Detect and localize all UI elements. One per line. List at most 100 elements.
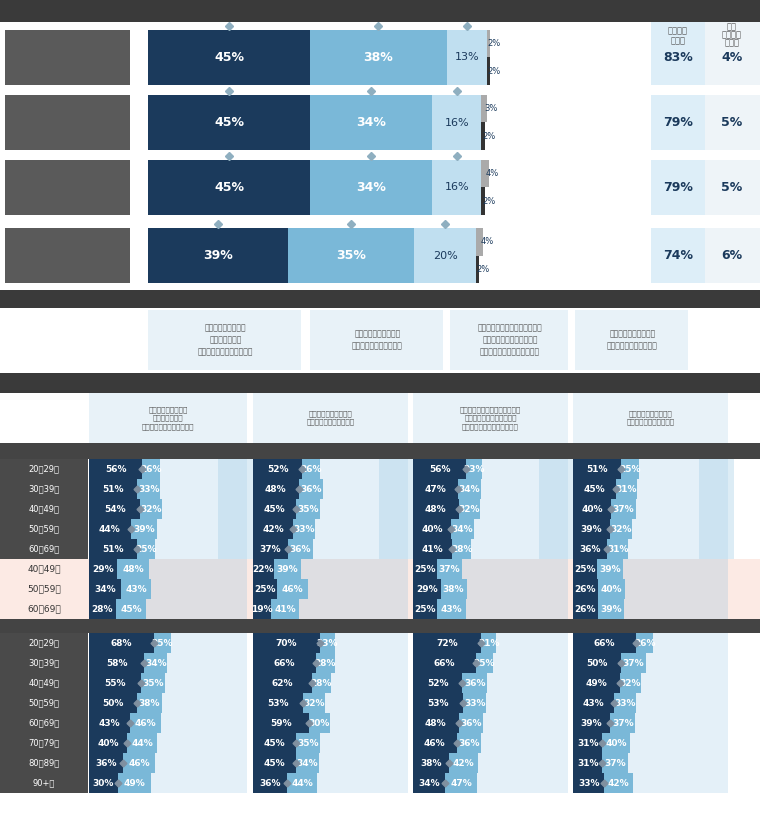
Bar bbox=[89, 733, 127, 753]
Bar bbox=[573, 653, 620, 673]
Bar bbox=[5, 160, 130, 215]
Bar bbox=[641, 673, 728, 693]
Bar bbox=[487, 673, 568, 693]
Text: 45%: 45% bbox=[264, 505, 285, 514]
Bar bbox=[165, 673, 247, 693]
Bar bbox=[458, 479, 481, 499]
Bar bbox=[458, 713, 483, 733]
Text: 51%: 51% bbox=[103, 485, 124, 493]
Bar bbox=[0, 373, 760, 393]
Bar bbox=[622, 459, 638, 479]
Bar bbox=[651, 95, 706, 150]
Bar bbox=[447, 30, 486, 85]
Bar bbox=[0, 0, 760, 22]
Text: 26%: 26% bbox=[575, 585, 596, 593]
Bar bbox=[271, 599, 299, 619]
Bar bbox=[699, 479, 734, 499]
Text: 36%: 36% bbox=[460, 719, 482, 728]
Text: 32%: 32% bbox=[303, 698, 325, 707]
Bar bbox=[162, 499, 247, 519]
Bar bbox=[486, 693, 568, 713]
Text: 4%: 4% bbox=[721, 51, 743, 64]
Bar bbox=[483, 713, 568, 733]
Bar bbox=[610, 519, 632, 539]
Text: 思わない: 思わない bbox=[722, 31, 742, 40]
Bar bbox=[379, 479, 414, 499]
Text: 25%: 25% bbox=[254, 585, 276, 593]
Bar bbox=[157, 733, 247, 753]
Bar bbox=[464, 693, 486, 713]
Bar bbox=[299, 599, 408, 619]
Bar bbox=[312, 673, 331, 693]
Bar bbox=[477, 773, 568, 793]
Text: 46%: 46% bbox=[424, 738, 445, 747]
Bar bbox=[573, 393, 728, 443]
Text: 43%: 43% bbox=[125, 585, 147, 593]
Bar bbox=[539, 459, 574, 479]
Bar bbox=[288, 539, 313, 559]
Bar bbox=[651, 228, 706, 283]
Text: 43%: 43% bbox=[583, 698, 604, 707]
Bar bbox=[413, 733, 457, 753]
Text: 21%: 21% bbox=[478, 638, 499, 647]
Text: 42%: 42% bbox=[453, 759, 474, 767]
Bar bbox=[573, 693, 614, 713]
Text: 25%: 25% bbox=[135, 545, 157, 554]
Bar bbox=[138, 479, 160, 499]
Text: 70%: 70% bbox=[275, 638, 297, 647]
Bar bbox=[5, 30, 130, 85]
Bar bbox=[573, 479, 616, 499]
Bar bbox=[6, 32, 128, 83]
Bar bbox=[253, 713, 309, 733]
Bar bbox=[0, 619, 88, 793]
Bar bbox=[323, 479, 408, 499]
Text: 42%: 42% bbox=[608, 779, 629, 788]
Text: 74%: 74% bbox=[663, 249, 693, 262]
Bar bbox=[130, 713, 161, 733]
Bar bbox=[253, 459, 302, 479]
Text: 26%: 26% bbox=[634, 638, 655, 647]
Text: 25%: 25% bbox=[151, 638, 173, 647]
Text: 28%: 28% bbox=[311, 679, 332, 688]
Text: 36%: 36% bbox=[95, 759, 117, 767]
Bar bbox=[253, 599, 271, 619]
Text: 46%: 46% bbox=[282, 585, 303, 593]
Text: 19%: 19% bbox=[252, 605, 273, 614]
Bar bbox=[253, 559, 274, 579]
Bar bbox=[313, 539, 408, 559]
Bar bbox=[651, 160, 706, 215]
Bar bbox=[163, 693, 247, 713]
Bar bbox=[253, 499, 296, 519]
Text: 56%: 56% bbox=[105, 464, 126, 473]
Text: 47%: 47% bbox=[451, 779, 472, 788]
Text: 45%: 45% bbox=[120, 605, 142, 614]
Text: 48%: 48% bbox=[425, 505, 447, 514]
Text: 50－59歳: 50－59歳 bbox=[29, 698, 59, 707]
Bar bbox=[277, 579, 309, 599]
Text: 34%: 34% bbox=[418, 779, 440, 788]
Text: 30－39歳: 30－39歳 bbox=[28, 485, 59, 493]
Text: 40－49歳: 40－49歳 bbox=[27, 564, 61, 573]
Text: 58%: 58% bbox=[106, 659, 127, 667]
Text: 「男らしさ」や「女らしさ」に
とらわれず、みんな自由に
望む生き方を選択できるべき: 「男らしさ」や「女らしさ」に とらわれず、みんな自由に 望む生き方を選択できるべ… bbox=[477, 324, 543, 356]
Bar bbox=[625, 579, 728, 599]
Bar bbox=[539, 539, 574, 559]
Bar bbox=[141, 499, 162, 519]
Text: 25%: 25% bbox=[414, 605, 435, 614]
Bar bbox=[148, 160, 310, 215]
Text: 16%: 16% bbox=[445, 118, 469, 128]
Bar bbox=[154, 633, 171, 653]
Bar bbox=[573, 599, 597, 619]
Bar bbox=[5, 95, 130, 150]
Text: 34%: 34% bbox=[356, 116, 386, 129]
Bar bbox=[6, 97, 128, 148]
Text: 37%: 37% bbox=[612, 719, 634, 728]
Bar bbox=[480, 499, 568, 519]
Bar bbox=[486, 30, 490, 58]
Text: 46%: 46% bbox=[135, 719, 157, 728]
Text: 36%: 36% bbox=[464, 679, 486, 688]
Text: 「男らしさ」や「女らしさ」に
とらわれず、みんな自由に
望む生き方を選択できるべき: 「男らしさ」や「女らしさ」に とらわれず、みんな自由に 望む生き方を選択できるべ… bbox=[460, 406, 521, 429]
Bar bbox=[89, 519, 131, 539]
Bar bbox=[310, 160, 432, 215]
Bar bbox=[89, 539, 138, 559]
